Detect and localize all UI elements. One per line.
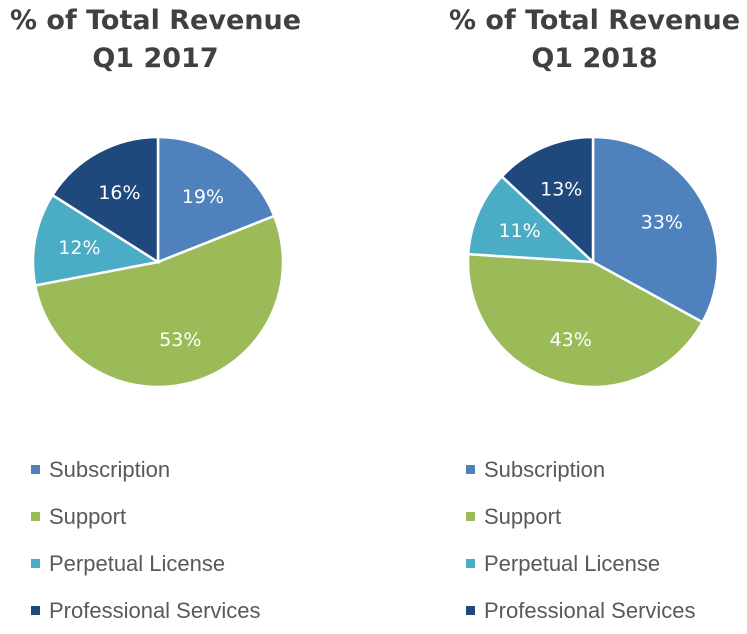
legend-label: Perpetual License [49, 550, 226, 576]
data-label: 53% [159, 329, 201, 351]
pie-slice-subscription [156, 135, 276, 264]
legend-label: Support [484, 503, 562, 529]
pie-svg: 19% 53% 12% 16% [31, 135, 285, 389]
legend-swatch [466, 606, 475, 615]
pie-slice-support [466, 252, 705, 389]
pie-chart-2017: % of Total Revenue Q1 2017 19% 53% 12% 16% … [0, 0, 373, 629]
legend-item: Subscription [31, 446, 261, 493]
legend-swatch [31, 512, 40, 521]
pie-svg: 33% 43% 11%13% [466, 135, 720, 389]
legend-swatch [466, 512, 475, 521]
legend-swatch [31, 559, 40, 568]
legend-swatch [466, 465, 475, 474]
legend-item: Support [466, 493, 696, 540]
chart-title: % of Total Revenue Q1 2017 [0, 2, 342, 78]
title-line-1: % of Total Revenue [448, 5, 741, 36]
legend-item: Perpetual License [31, 540, 261, 587]
pie-chart-2018: % of Total Revenue Q1 2018 33% 43% 11% 13% … [435, 0, 747, 629]
legend: Subscription Support Perpetual License Prof… [31, 446, 261, 634]
legend-item: Subscription [466, 446, 696, 493]
legend-label: Professional Services [484, 597, 696, 623]
data-label: 43% [550, 329, 592, 351]
data-label: 11% [498, 220, 540, 242]
title-line-2: Q1 2017 [92, 43, 219, 74]
legend-item: Support [31, 493, 261, 540]
legend-item: Professional Services [466, 587, 696, 634]
pie-slice-perpetual-license [466, 174, 597, 264]
legend-item: Professional Services [31, 587, 261, 634]
legend-label: Perpetual License [484, 550, 661, 576]
data-label: 33% [641, 211, 683, 233]
pie-slice-professional-services [50, 135, 160, 265]
legend-label: Subscription [49, 456, 171, 482]
legend-swatch [31, 465, 40, 474]
legend-label: Subscription [484, 456, 606, 482]
legend-swatch [466, 559, 475, 568]
pie-slice-perpetual-license [31, 193, 162, 287]
legend-label: Professional Services [49, 597, 261, 623]
pie-slice-support [33, 214, 285, 389]
chart-title: % of Total Revenue Q1 2018 [408, 2, 747, 78]
data-label: 13% [540, 179, 582, 201]
legend: Subscription Support Perpetual License Prof… [466, 446, 696, 634]
pie-slice-subscription [591, 135, 720, 324]
data-label: 19% [182, 186, 224, 208]
legend-item: Perpetual License [466, 540, 696, 587]
title-line-1: % of Total Revenue [9, 5, 302, 36]
legend-label: Support [49, 503, 127, 529]
data-label: 12% [58, 237, 100, 259]
data-label: 16% [98, 182, 140, 204]
title-line-2: Q1 2018 [531, 43, 658, 74]
legend-swatch [31, 606, 40, 615]
pie-slice-professional-services [500, 135, 595, 265]
